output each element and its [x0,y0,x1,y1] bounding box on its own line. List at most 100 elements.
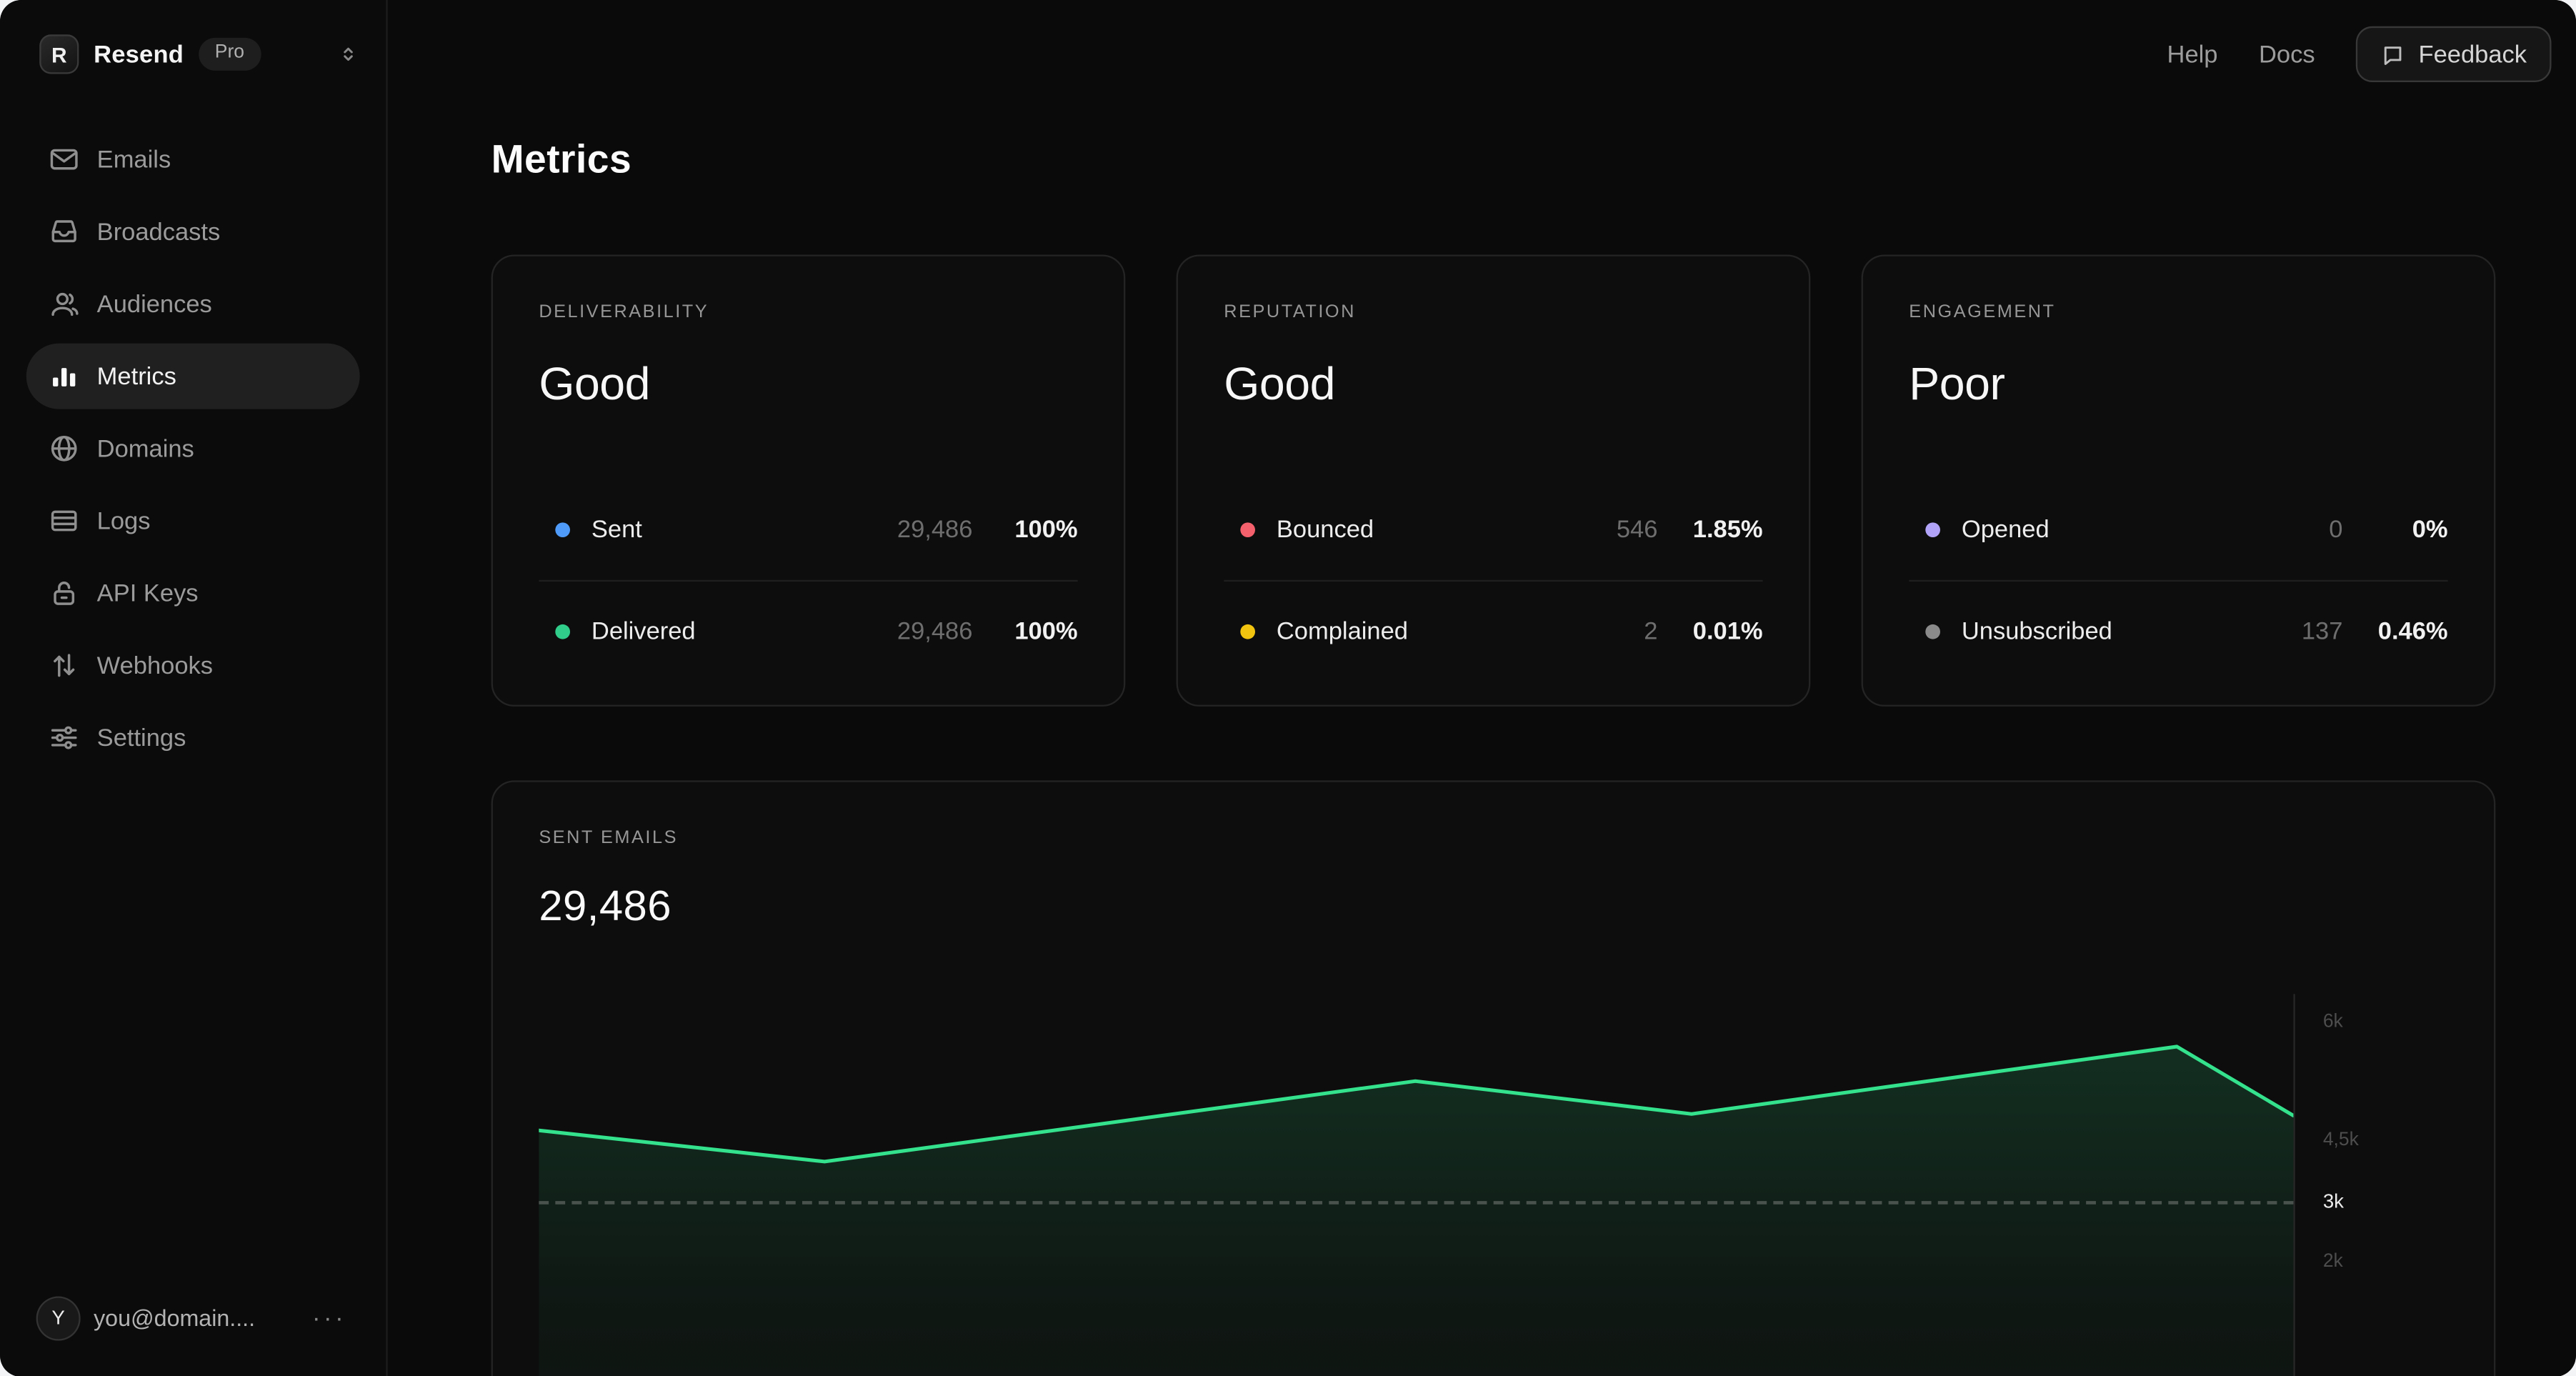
legend-dot [1925,624,1940,639]
deliverability-card: DELIVERABILITY Good Sent 29,486 100% [491,254,1126,707]
chart-card-category: SENT EMAILS [539,828,679,848]
help-link[interactable]: Help [2167,40,2218,69]
workspace-header[interactable]: R Resend Pro [0,0,386,95]
card-status: Good [1224,358,1336,409]
bar-chart-icon [48,360,81,393]
sidebar-item-label: Emails [96,145,171,174]
reputation-card: REPUTATION Good Bounced 546 1.85% [1176,254,1811,707]
sidebar-item-label: Webhooks [96,651,214,679]
arrows-up-down-icon [48,649,81,682]
page-title: Metrics [491,138,632,183]
y-axis: 6k 4,5k 3k 2k [2295,994,2448,1376]
sliders-icon [48,722,81,754]
user-email: you@domain.... [94,1304,256,1331]
sidebar-item-label: Audiences [96,289,212,318]
metric-count: 2 [1644,617,1658,646]
metric-row-bounced: Bounced 546 1.85% [1224,480,1763,580]
y-axis-tick: 4,5k [2322,1130,2359,1150]
feedback-label: Feedback [2418,40,2527,69]
metric-pct: 1.85% [1692,516,1763,544]
inbox-icon [48,215,81,248]
row-divider [1909,579,2448,582]
feedback-button[interactable]: Feedback [2356,26,2552,82]
card-status: Poor [1909,358,2005,409]
y-axis-tick: 6k [2322,1012,2343,1032]
users-icon [48,287,81,320]
sidebar-item-webhooks[interactable]: Webhooks [26,632,360,698]
legend-dot [1240,624,1256,639]
sidebar-item-label: Domains [96,434,194,463]
avatar-initial: Y [51,1306,65,1330]
sidebar-item-label: Logs [96,507,151,535]
chevrons-up-down-icon[interactable] [336,43,359,66]
brand-name: Resend [94,40,184,69]
row-divider [1224,579,1763,582]
metric-pct: 0.46% [2377,617,2448,646]
globe-icon [48,432,81,465]
plan-badge: Pro [198,38,261,71]
metric-pct: 0% [2412,516,2448,544]
metric-row-delivered: Delivered 29,486 100% [539,582,1078,682]
chart-line [539,1045,2294,1164]
stat-cards-row: DELIVERABILITY Good Sent 29,486 100% [491,254,2496,707]
envelope-icon [48,143,81,176]
sidebar-item-label: API Keys [96,579,199,607]
resend-logo: R [39,34,79,74]
sent-emails-total: 29,486 [539,880,672,930]
metric-count: 29,486 [897,617,973,646]
topbar: Help Docs Feedback [2167,26,2552,82]
docs-link[interactable]: Docs [2258,40,2315,69]
engagement-card: ENGAGEMENT Poor Opened 0 0% [1861,254,2496,707]
card-status: Good [539,358,651,409]
metric-count: 137 [2301,617,2343,646]
sidebar-item-api-keys[interactable]: API Keys [26,560,360,626]
sidebar-item-domains[interactable]: Domains [26,416,360,482]
metric-pct: 0.01% [1692,617,1763,646]
metric-row-opened: Opened 0 0% [1909,480,2448,580]
sidebar-item-label: Broadcasts [96,217,221,246]
y-axis-tick: 2k [2322,1252,2343,1272]
legend-dot [1240,522,1256,538]
card-category: REPUTATION [1224,302,1356,322]
sidebar-item-emails[interactable]: Emails [26,126,360,192]
sidebar-item-metrics[interactable]: Metrics [26,343,360,409]
metric-row-sent: Sent 29,486 100% [539,480,1078,580]
legend-dot [1925,522,1940,538]
metric-count: 546 [1616,516,1658,544]
logo-letter: R [51,41,67,67]
chart-area [539,1046,2294,1376]
ellipsis-icon[interactable]: ··· [311,1303,347,1332]
sidebar: R Resend Pro Emails Broadcasts [0,0,388,1376]
message-square-icon [2385,46,2402,64]
main-content: Help Docs Feedback Metrics DELIVERABILIT… [387,0,2576,1376]
sidebar-item-logs[interactable]: Logs [26,488,360,554]
sidebar-item-label: Metrics [96,362,176,391]
sent-emails-chart-svg [539,1045,2294,1376]
sidebar-item-audiences[interactable]: Audiences [26,271,360,336]
sidebar-item-broadcasts[interactable]: Broadcasts [26,199,360,264]
chart-plot-area[interactable] [539,994,2295,1376]
sent-emails-chart: 6k 4,5k 3k 2k [539,994,2447,1376]
sidebar-nav: Emails Broadcasts Audiences Metrics Doma… [0,95,386,777]
metric-pct: 100% [1014,617,1078,646]
metric-count: 0 [2329,516,2343,544]
legend-dot [555,522,571,538]
metric-row-complained: Complained 2 0.01% [1224,582,1763,682]
metric-pct: 100% [1014,516,1078,544]
rows-icon [48,504,81,537]
lock-icon [48,577,81,609]
metric-count: 29,486 [897,516,973,544]
y-axis-tick: 3k [2322,1190,2345,1213]
card-category: ENGAGEMENT [1909,302,2056,322]
sent-emails-card: SENT EMAILS 29,486 [491,780,2496,1376]
user-menu[interactable]: Y you@domain.... ··· [0,1282,386,1376]
card-category: DELIVERABILITY [539,302,709,322]
avatar: Y [36,1295,81,1340]
sidebar-item-label: Settings [96,724,186,752]
sidebar-item-settings[interactable]: Settings [26,705,360,771]
legend-dot [555,624,571,639]
metric-row-unsubscribed: Unsubscribed 137 0.46% [1909,582,2448,682]
row-divider [539,579,1078,582]
